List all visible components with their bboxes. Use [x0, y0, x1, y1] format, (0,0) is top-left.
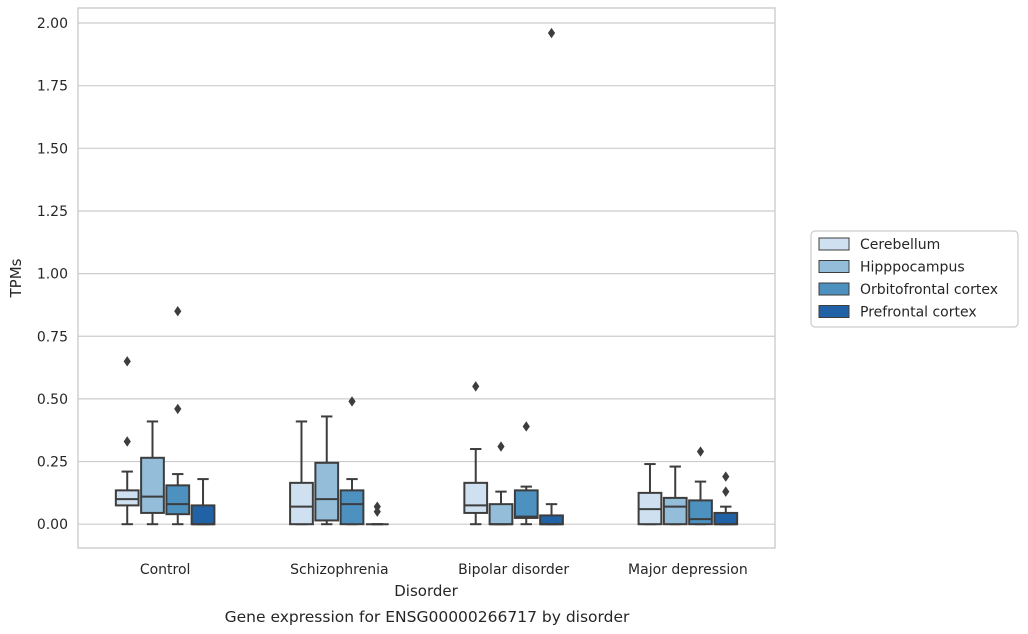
y-tick-label: 2.00	[37, 16, 68, 32]
legend-swatch	[818, 282, 850, 296]
box-group	[662, 465, 688, 526]
x-axis-label: Disorder	[394, 582, 458, 600]
y-tick-label: 1.25	[37, 204, 68, 220]
x-tick-label: Schizophrenia	[290, 562, 388, 578]
box-group	[488, 441, 514, 526]
outlier-point	[547, 27, 556, 39]
box-group	[140, 420, 165, 526]
box-rect	[513, 489, 539, 519]
box-rect	[463, 481, 489, 514]
box-rect	[662, 496, 688, 526]
box-rect	[165, 484, 191, 516]
y-tick-label: 0.75	[37, 329, 68, 345]
box-group	[114, 356, 140, 526]
grid-lines	[78, 22, 775, 525]
box-rect	[190, 504, 216, 526]
legend-label: Orbitofrontal cortex	[860, 282, 998, 298]
x-tick-label: Bipolar disorder	[458, 562, 569, 578]
box-rect	[289, 481, 314, 526]
box-group	[513, 421, 539, 526]
legend-swatch	[818, 305, 850, 318]
y-tick-label: 1.75	[37, 79, 68, 95]
box-group	[289, 420, 314, 526]
legend-swatch	[818, 260, 850, 273]
outlier-point	[696, 446, 705, 457]
box-group	[365, 501, 389, 526]
y-tick-label: 1.00	[37, 267, 68, 283]
box-group	[713, 471, 739, 526]
box-rect	[314, 461, 340, 522]
legend-frame	[810, 230, 1019, 328]
outlier-point	[123, 436, 131, 447]
legend-label: Hipppocampus	[860, 260, 965, 276]
y-tick-label: 1.50	[37, 141, 68, 157]
y-axis-label: TPMs	[7, 258, 25, 298]
legend-label: Prefrontal cortex	[860, 305, 977, 321]
y-tick-label: 0.25	[37, 455, 68, 471]
legend-label: Cerebellum	[860, 237, 940, 253]
outlier-point	[174, 403, 182, 415]
outlier-point	[722, 471, 730, 482]
box-rect	[688, 499, 713, 526]
box-group	[688, 446, 713, 526]
outlier-point	[522, 421, 530, 432]
box-rect	[488, 503, 514, 526]
chart-caption: Gene expression for ENSG00000266717 by d…	[225, 608, 630, 626]
y-tick-label: 0.00	[37, 517, 68, 533]
x-tick-label: Control	[140, 562, 191, 578]
y-tick-labels: 0.00 0.25 0.50 0.75 1.00 1.25 1.50 1.75 2.00	[37, 16, 68, 533]
legend: Cerebellum Hipppocampus Orbitofrontal cort…	[810, 230, 1019, 328]
y-tick-label: 0.50	[37, 392, 68, 408]
box-rect	[140, 456, 165, 514]
box-group	[539, 27, 564, 526]
box-rect	[114, 489, 140, 507]
outlier-point	[722, 486, 730, 497]
outlier-point	[497, 441, 505, 452]
box-group	[637, 463, 663, 526]
box-plots	[114, 27, 739, 526]
box-rect	[713, 511, 739, 526]
box-group	[339, 396, 365, 526]
box-group	[190, 478, 216, 526]
box-group	[314, 415, 340, 526]
x-tick-label: Major depression	[628, 562, 748, 578]
box-rect	[539, 514, 564, 526]
x-tick-labels: Control Schizophrenia Bipolar disorder Majo…	[140, 562, 748, 578]
outlier-point	[174, 306, 182, 317]
box-rect	[339, 489, 365, 526]
outlier-point	[472, 381, 480, 392]
outlier-point	[123, 356, 131, 367]
legend-swatch	[818, 237, 850, 251]
outlier-point	[348, 396, 356, 407]
box-group	[463, 381, 489, 526]
plot-frame	[77, 7, 776, 549]
box-group	[165, 306, 191, 526]
outlier-point	[373, 501, 381, 512]
